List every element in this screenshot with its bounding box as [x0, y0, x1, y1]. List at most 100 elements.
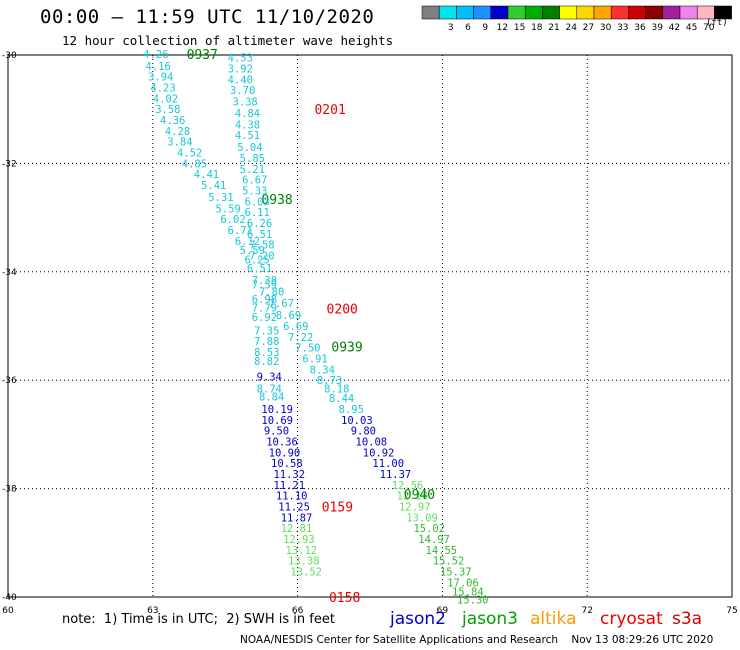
- wave-height-point: 4.85: [182, 158, 207, 170]
- wave-height-point: 7.88: [254, 336, 279, 348]
- wave-height-point: 6.03: [245, 196, 270, 208]
- wave-height-point: 4.36: [160, 115, 185, 127]
- color-scale-units: (ft): [706, 18, 728, 28]
- wave-height-point: 8.34: [310, 364, 335, 376]
- color-scale-swatch: [576, 5, 595, 20]
- wave-height-point: 5.04: [237, 142, 262, 154]
- wave-height-point: 12.97: [399, 501, 431, 513]
- color-scale-swatch: [714, 5, 732, 20]
- footer-note: note: 1) Time is in UTC; 2) SWH is in fe…: [62, 612, 335, 627]
- color-scale-label: 42: [669, 23, 680, 33]
- color-scale-swatch: [593, 5, 612, 20]
- wave-height-point: 4.02: [153, 93, 178, 105]
- satellite-legend-jason2: jason2: [390, 609, 446, 629]
- wave-height-point: 5.59: [216, 203, 241, 215]
- wave-height-point: 4.53: [228, 53, 253, 65]
- color-scale-swatch: [490, 5, 509, 20]
- wave-height-point: 4.16: [146, 61, 171, 73]
- credit-line: NOAA/NESDIS Center for Satellite Applica…: [240, 634, 714, 646]
- wave-height-point: 10.92: [363, 447, 395, 459]
- wave-height-point: 3.92: [228, 64, 253, 76]
- wave-height-point: 9.80: [351, 426, 376, 438]
- wave-height-point: 11.10: [276, 491, 308, 503]
- x-tick-label: 75: [726, 606, 737, 616]
- wave-height-point: 7.38: [252, 275, 277, 287]
- x-tick-label: 72: [581, 606, 592, 616]
- y-tick-label: -36: [2, 376, 17, 386]
- color-scale-swatch: [628, 5, 646, 20]
- wave-height-point: 15.02: [413, 523, 445, 535]
- color-scale-swatch: [610, 5, 629, 20]
- wave-height-point: 4.52: [177, 148, 202, 160]
- wave-height-point: 11.00: [372, 458, 404, 470]
- wave-height-point: 11.37: [380, 469, 412, 481]
- wave-height-point: 11.25: [278, 501, 310, 513]
- wave-height-point: 3.38: [232, 97, 257, 109]
- wave-height-point: 4.38: [235, 119, 260, 131]
- pass-time-label: 0158: [329, 591, 360, 606]
- color-scale-swatch: [542, 5, 560, 20]
- wave-height-point: 6.98: [252, 294, 277, 306]
- wave-height-point: 5.21: [240, 164, 265, 176]
- chart-subtitle: 12 hour collection of altimeter wave hei…: [62, 33, 394, 48]
- wave-height-point: 12.93: [283, 534, 315, 546]
- color-scale-swatch: [559, 5, 578, 20]
- wave-height-point: 5.85: [240, 153, 265, 165]
- color-scale-swatch: [645, 5, 664, 20]
- wave-height-point: 7.35: [254, 325, 279, 337]
- wave-height-point: 4.23: [150, 83, 175, 95]
- satellite-legend-s3a: s3a: [672, 609, 703, 629]
- pass-time-label: 0200: [327, 303, 358, 318]
- wave-height-point: 5.31: [208, 192, 233, 204]
- color-scale-swatch: [524, 5, 543, 20]
- wave-height-point: 5.33: [242, 186, 267, 198]
- wave-height-point: 15.30: [457, 595, 489, 607]
- wave-height-point: 4.28: [165, 126, 190, 138]
- wave-height-point: 6.11: [245, 207, 270, 219]
- color-scale-label: 18: [531, 23, 543, 33]
- wave-height-point: 7.58: [249, 240, 274, 252]
- x-tick-label: 60: [2, 606, 14, 616]
- wave-height-point: 13.52: [290, 567, 322, 579]
- wave-height-point: 8.18: [324, 383, 349, 395]
- wave-height-point: 14.55: [426, 545, 458, 557]
- color-scale-label: 27: [583, 23, 594, 33]
- wave-height-point: 10.03: [341, 415, 373, 427]
- wave-height-point: 7.50: [295, 343, 320, 355]
- wave-height-point: 10.08: [356, 436, 388, 448]
- wave-height-point: 8.84: [259, 391, 284, 403]
- color-scale-swatch: [679, 5, 698, 20]
- wave-height-point: 6.51: [247, 229, 272, 241]
- wave-height-point: 7.22: [288, 332, 313, 344]
- wave-height-point: 3.84: [167, 137, 192, 149]
- wave-height-point: 9.50: [264, 426, 289, 438]
- color-scale-swatch: [438, 5, 457, 20]
- wave-height-point: 6.25: [245, 254, 270, 266]
- wave-height-point: 6.67: [242, 175, 267, 187]
- wave-height-point: 6.69: [283, 321, 308, 333]
- wave-height-point: 11.87: [281, 512, 313, 524]
- wave-height-point: 8.53: [254, 347, 279, 359]
- color-scale-swatch: [421, 5, 440, 20]
- wave-height-point: 6.92: [252, 312, 277, 324]
- wave-height-point: 4.41: [194, 169, 219, 181]
- wave-height-point: 13.12: [286, 545, 318, 557]
- wave-height-point: 6.26: [247, 218, 272, 230]
- y-tick-label: -30: [2, 51, 17, 61]
- x-tick-label: 63: [147, 606, 158, 616]
- wave-height-point: 10.69: [261, 415, 293, 427]
- wave-height-point: 4.40: [228, 74, 253, 86]
- color-scale-label: 24: [565, 23, 577, 33]
- color-scale-label: 45: [686, 23, 697, 33]
- x-tick-label: 69: [437, 606, 449, 616]
- wave-height-point: 3.70: [230, 85, 255, 97]
- wave-height-point: 7.59: [252, 279, 277, 291]
- wave-height-point: 12.81: [281, 523, 313, 535]
- wave-height-point: 12.10: [397, 491, 429, 503]
- wave-height-point: 10.19: [261, 404, 293, 416]
- color-scale-label: 33: [617, 23, 628, 33]
- wave-height-point: 4.26: [143, 49, 168, 61]
- color-scale-label: 3: [448, 23, 454, 33]
- wave-height-point: 11.21: [273, 480, 305, 492]
- wave-height-point: 12.56: [392, 480, 424, 492]
